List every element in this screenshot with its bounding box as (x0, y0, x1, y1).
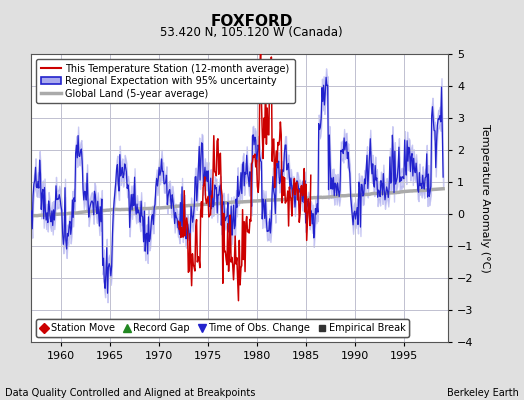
Text: 53.420 N, 105.120 W (Canada): 53.420 N, 105.120 W (Canada) (160, 26, 343, 39)
Legend: Station Move, Record Gap, Time of Obs. Change, Empirical Break: Station Move, Record Gap, Time of Obs. C… (36, 319, 409, 337)
Text: FOXFORD: FOXFORD (210, 14, 293, 29)
Y-axis label: Temperature Anomaly (°C): Temperature Anomaly (°C) (480, 124, 490, 272)
Text: Data Quality Controlled and Aligned at Breakpoints: Data Quality Controlled and Aligned at B… (5, 388, 256, 398)
Text: Berkeley Earth: Berkeley Earth (447, 388, 519, 398)
